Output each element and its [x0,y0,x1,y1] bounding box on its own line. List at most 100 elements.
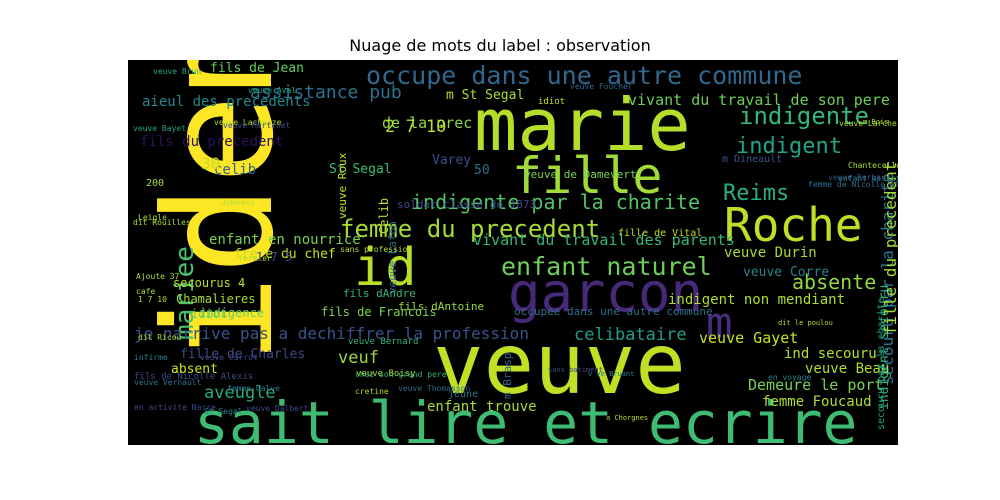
cloud-word: indigent non mendiant [668,292,845,308]
cloud-word: femme Galve [227,384,280,393]
cloud-word: fille de Charles [180,347,305,362]
cloud-word: enfant trouve [427,399,537,415]
cloud-word: veuve Carrot [200,353,258,362]
cloud-word: v ve Bruant [588,370,634,378]
cloud-word: veuve Barbary [828,173,891,182]
cloud-word: veuve Boisy [356,369,416,379]
cloud-word: occupe dans une autre commune [366,61,803,90]
cloud-word: St Segal [204,407,243,416]
cloud-word: enfant en nourrice [209,232,361,248]
cloud-word: veuve Lafon [386,221,399,294]
cloud-word: enfant assiste [838,174,898,183]
cloud-word: Reims [723,181,789,206]
cloud-word: indigence [199,306,264,320]
cloud-word: absent [171,362,218,377]
cloud-word: veuve Brun [153,67,201,76]
cloud-word: veuve de Damevert [524,168,637,181]
cloud-word: Demeure le port [748,376,883,394]
cloud-word: Celib [377,198,391,234]
cloud-word: dit Rouilles [133,218,191,227]
cloud-word: fille du precedent [881,162,898,335]
cloud-word: 50 [474,163,490,178]
cloud-word: sans profession [340,245,412,254]
cloud-word: fils de Jean [210,61,304,76]
cloud-word: marie [474,83,691,167]
cloud-word: aieul des precedents [142,94,311,110]
cloud-word: absente [792,270,876,294]
cloud-word: veuve Beau [805,361,889,377]
cloud-word: veuve Vernault [134,378,202,387]
cloud-word: celib [214,162,256,178]
cloud-word: m [706,298,733,349]
cloud-word: veuve Dalbert [246,404,309,413]
cloud-word: Chantecelle Carlat [848,161,898,170]
cloud-word: fille de Vital [618,228,702,239]
cloud-word: idem [133,60,307,365]
cloud-word: m Bois [863,118,888,126]
cloud-word: occupee dans une autre commune [514,305,713,318]
cloud-word: cretine [355,387,389,396]
cloud-word: 200 [146,178,164,189]
cloud-word: Roche [724,198,862,252]
cloud-word: sait lire et ecrire [194,389,857,445]
cloud-word: 30 [201,154,220,173]
cloud-word: fils dAntoine [398,300,484,313]
cloud-word: vivant du travail de son pere [628,91,890,109]
cloud-word: indigente [739,102,869,130]
cloud-word: 1 7 10 [138,295,167,304]
cloud-word: a Chorgnes [606,414,648,422]
cloud-word: de la prec [382,114,472,132]
cloud-word: dit le poulou [778,319,833,327]
cloud-word: infirme [134,353,168,362]
cloud-word: m Brasp [501,353,514,399]
cloud-word: veuve Gayet [699,329,798,347]
cloud-word: secourus 4 [173,276,245,290]
cloud-word: idiot [191,307,227,321]
cloud-word: veuve [433,315,686,413]
cloud-word: fils de Francois [321,305,437,319]
cloud-word: mariee [170,246,200,340]
cloud-word: Jumeaux [221,198,255,207]
cloud-word: fils dAndre [343,287,416,300]
cloud-word: veuve Martinet [223,121,291,130]
cloud-word: secouru par la charite [876,298,887,430]
cloud-word: veuve Bayet [133,124,186,133]
cloud-word: 1 7 5 [256,250,292,264]
cloud-word: id [354,238,417,298]
cloud-word: indigent [736,134,842,159]
cloud-word: St Segal [329,162,392,177]
cloud-word: Varey [432,153,471,168]
cloud-word: enfant naturel [501,252,712,281]
cloud-word: secouru par la charite [878,173,897,385]
cloud-word: en activite Narre [134,403,216,412]
cloud-word: veuve Corre [743,265,829,280]
cloud-word: veuf [338,348,379,368]
cloud-word: dit Ricou [138,333,182,342]
cloud-word: veuve Aval [248,86,296,95]
cloud-word: Chamalieres [176,292,255,306]
cloud-word: en voyage [768,373,812,382]
cloud-word: fermier [238,254,272,263]
cloud-word: assistance pub [250,82,402,103]
cloud-word: fils de Nicolle Alexis [134,372,253,382]
cloud-word: Leigle [138,213,167,222]
cloud-word: veuve Bernard [348,337,418,347]
cloud-word: veuve Larche [839,119,897,128]
cloud-word: veuve Foucher [570,82,633,91]
cloud-word: ind secouru [784,346,877,362]
cloud-word: celibataire [574,325,687,345]
cloud-word: je narrive pas a dechiffrer la professio… [134,324,529,343]
cloud-word: veuve Durin [724,245,817,261]
cloud-word: m St Segal [446,88,524,103]
cloud-word: idiot [538,97,565,107]
cloud-word: garcon [508,261,703,324]
cloud-word: femme de Nicolle Alexis [808,180,898,189]
cloud-word: Ajoute 37 [136,272,180,281]
cloud-word: sans batiment [548,366,603,374]
cloud-word: 2 7 10 [385,117,446,137]
cloud-word: veuve Thomasson [398,384,470,393]
word-cloud: idem veuve sait lire et ecrire marie garcon i… [128,60,898,445]
cloud-word: frere du chef [234,247,336,262]
cloud-word: indigente par la charite [411,190,700,214]
